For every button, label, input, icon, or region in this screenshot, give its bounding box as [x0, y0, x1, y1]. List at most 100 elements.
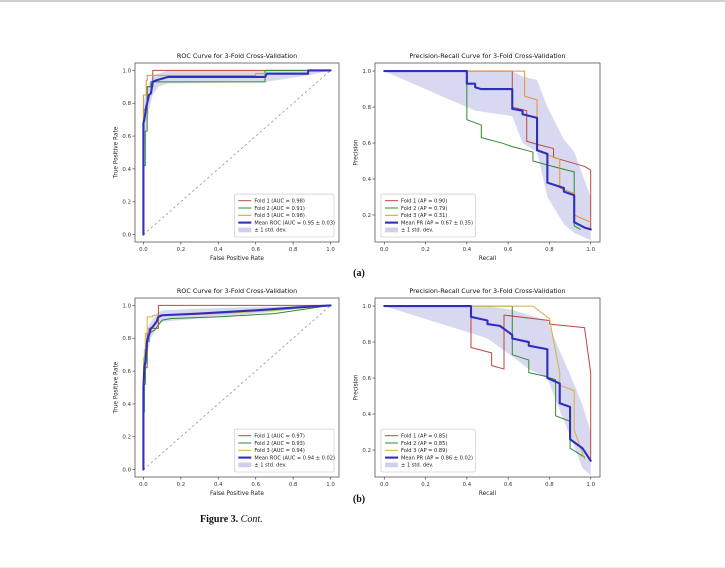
fold-1-curve: [383, 305, 592, 460]
x-tick-label: 0.0: [380, 247, 389, 253]
y-tick-label: 1.0: [362, 69, 371, 75]
roc-b-svg: 0.0 0.2 0.4 0.6 0.8 1.0 0.0 0.2 0.4 0.6 0.8 1.0 ROC …: [114, 287, 340, 497]
x-tick-label: 1.0: [326, 247, 335, 253]
x-tick-label: 0.2: [421, 247, 430, 253]
legend-entry-label: Fold 3 (AP = 0.31): [401, 213, 447, 219]
legend-entry-label: Mean ROC (AUC = 0.94 ± 0.02): [254, 455, 335, 461]
y-tick-label: 0.4: [122, 402, 131, 408]
legend-entry-label: Fold 1 (AP = 0.90): [401, 199, 447, 205]
legend-entry-label: Mean ROC (AUC = 0.95 ± 0.03): [254, 220, 335, 226]
x-tick-label: 0.0: [380, 482, 389, 488]
y-tick-label: 0.0: [122, 468, 131, 474]
x-tick-label: 0.4: [214, 482, 223, 488]
y-tick-label: 0.8: [362, 105, 371, 111]
y-tick-label: 0.8: [122, 101, 131, 107]
figure-caption: Figure 3. Cont.: [200, 514, 263, 525]
legend-band-swatch: [385, 462, 398, 468]
y-tick-label: 0.6: [362, 141, 371, 147]
legend-band-swatch: [238, 227, 252, 233]
axes-frame: [374, 297, 601, 478]
chart-title: ROC Curve for 3-Fold Cross-Validation: [177, 287, 297, 295]
legend-entry-label: Fold 1 (AUC = 0.97): [254, 434, 305, 440]
x-tick-label: 0.6: [504, 247, 513, 253]
x-tick-label: 0.4: [463, 482, 472, 488]
x-tick-label: 0.6: [251, 247, 260, 253]
y-tick-label: 0.8: [122, 336, 131, 342]
legend-box: [380, 193, 476, 238]
legend-entry-label: Fold 2 (AUC = 0.93): [254, 441, 305, 447]
y-tick-label: 1.0: [122, 303, 131, 309]
axes-frame: [374, 62, 601, 243]
chart-title: Precision-Recall Curve for 3-Fold Cross-…: [409, 287, 565, 295]
std-dev-band: [384, 71, 591, 241]
y-tick-label: 0.2: [122, 435, 131, 441]
x-tick-label: 0.8: [545, 482, 554, 488]
mean-curve: [142, 304, 332, 471]
chart-title: ROC Curve for 3-Fold Cross-Validation: [177, 52, 297, 60]
pr-a-svg: 0.0 0.2 0.4 0.6 0.8 1.0 0.2 0.4 0.6 0.8 1.0 Precisi…: [354, 52, 601, 262]
legend-entry-label: Fold 1 (AUC = 0.98): [254, 199, 305, 205]
legend-entry-label: Fold 3 (AUC = 0.98): [254, 213, 305, 219]
x-axis-label: Recall: [479, 491, 497, 497]
mean-curve: [142, 69, 332, 236]
y-tick-label: 0.2: [362, 448, 371, 454]
x-tick-label: 0.0: [139, 482, 148, 488]
legend-band-swatch: [385, 227, 398, 233]
pr-chart-panel-b: 0.0 0.2 0.4 0.6 0.8 1.0 0.2 0.4 0.6 0.8 1.0 Precisi…: [350, 284, 608, 504]
x-axis-label: False Positive Rate: [210, 256, 264, 262]
roc-chart-panel-b: 0.0 0.2 0.4 0.6 0.8 1.0 0.0 0.2 0.4 0.6 0.8 1.0 ROC …: [110, 284, 347, 504]
y-tick-label: 1.0: [122, 68, 131, 74]
pr-chart-panel-a: 0.0 0.2 0.4 0.6 0.8 1.0 0.2 0.4 0.6 0.8 1.0 Precisi…: [350, 49, 608, 269]
axes-frame: [134, 297, 340, 478]
x-tick-label: 1.0: [326, 482, 335, 488]
y-tick-label: 1.0: [362, 304, 371, 310]
x-tick-label: 0.2: [177, 247, 186, 253]
panel-label-a: (a): [353, 268, 365, 279]
x-axis-label: Recall: [479, 256, 497, 262]
x-tick-label: 1.0: [586, 482, 595, 488]
figure-caption-cont: Cont.: [240, 514, 263, 525]
legend-box: [234, 428, 335, 473]
x-axis-label: False Positive Rate: [210, 491, 264, 497]
y-tick-label: 0.8: [362, 340, 371, 346]
figure-caption-number: Figure 3.: [200, 514, 239, 525]
y-axis-label: Precision: [354, 374, 360, 400]
std-dev-band: [143, 70, 331, 166]
y-axis-label: True Positive Rate: [114, 126, 120, 179]
x-tick-label: 0.8: [289, 482, 298, 488]
roc-chart-panel-a: 0.0 0.2 0.4 0.6 0.8 1.0 0.0 0.2 0.4 0.6 0.8 1.0 ROC …: [110, 49, 347, 269]
legend-entry-label: ± 1 std. dev.: [401, 228, 434, 234]
legend-entry-label: Mean PR (AP = 0.86 ± 0.02): [401, 455, 473, 461]
roc-a-svg: 0.0 0.2 0.4 0.6 0.8 1.0 0.0 0.2 0.4 0.6 0.8 1.0 ROC …: [114, 52, 340, 262]
legend-entry-label: Fold 2 (AP = 0.79): [401, 206, 447, 212]
chance-diagonal: [143, 305, 331, 470]
legend-box: [234, 193, 335, 238]
x-tick-label: 0.6: [251, 482, 260, 488]
x-tick-label: 0.4: [214, 247, 223, 253]
y-axis-label: True Positive Rate: [114, 361, 120, 414]
legend-entry-label: ± 1 std. dev.: [254, 463, 287, 469]
x-tick-label: 0.2: [177, 482, 186, 488]
panel-label-b: (b): [352, 494, 366, 505]
legend-entry-label: Fold 3 (AP = 0.89): [401, 448, 447, 454]
y-tick-label: 0.4: [122, 167, 131, 173]
fold-2-curve: [383, 70, 581, 230]
y-tick-label: 0.2: [362, 213, 371, 219]
y-tick-label: 0.6: [122, 134, 131, 140]
legend-entry-label: Mean PR (AP = 0.67 ± 0.35): [401, 220, 473, 226]
x-tick-label: 1.0: [586, 247, 595, 253]
legend-band-swatch: [238, 462, 252, 468]
legend-entry-label: Fold 1 (AP = 0.85): [401, 434, 447, 440]
y-tick-label: 0.6: [362, 376, 371, 382]
legend-box: [380, 428, 476, 473]
y-tick-label: 0.2: [122, 200, 131, 206]
legend-entry-label: Fold 3 (AUC = 0.94): [254, 448, 305, 454]
fold-3-curve: [383, 305, 586, 460]
y-tick-label: 0.6: [122, 369, 131, 375]
legend-entry-label: ± 1 std. dev.: [401, 463, 434, 469]
legend-entry-label: ± 1 std. dev.: [254, 228, 287, 234]
chance-diagonal: [143, 70, 331, 235]
x-tick-label: 0.2: [421, 482, 430, 488]
pr-b-svg: 0.0 0.2 0.4 0.6 0.8 1.0 0.2 0.4 0.6 0.8 1.0 Precisi…: [354, 287, 601, 497]
